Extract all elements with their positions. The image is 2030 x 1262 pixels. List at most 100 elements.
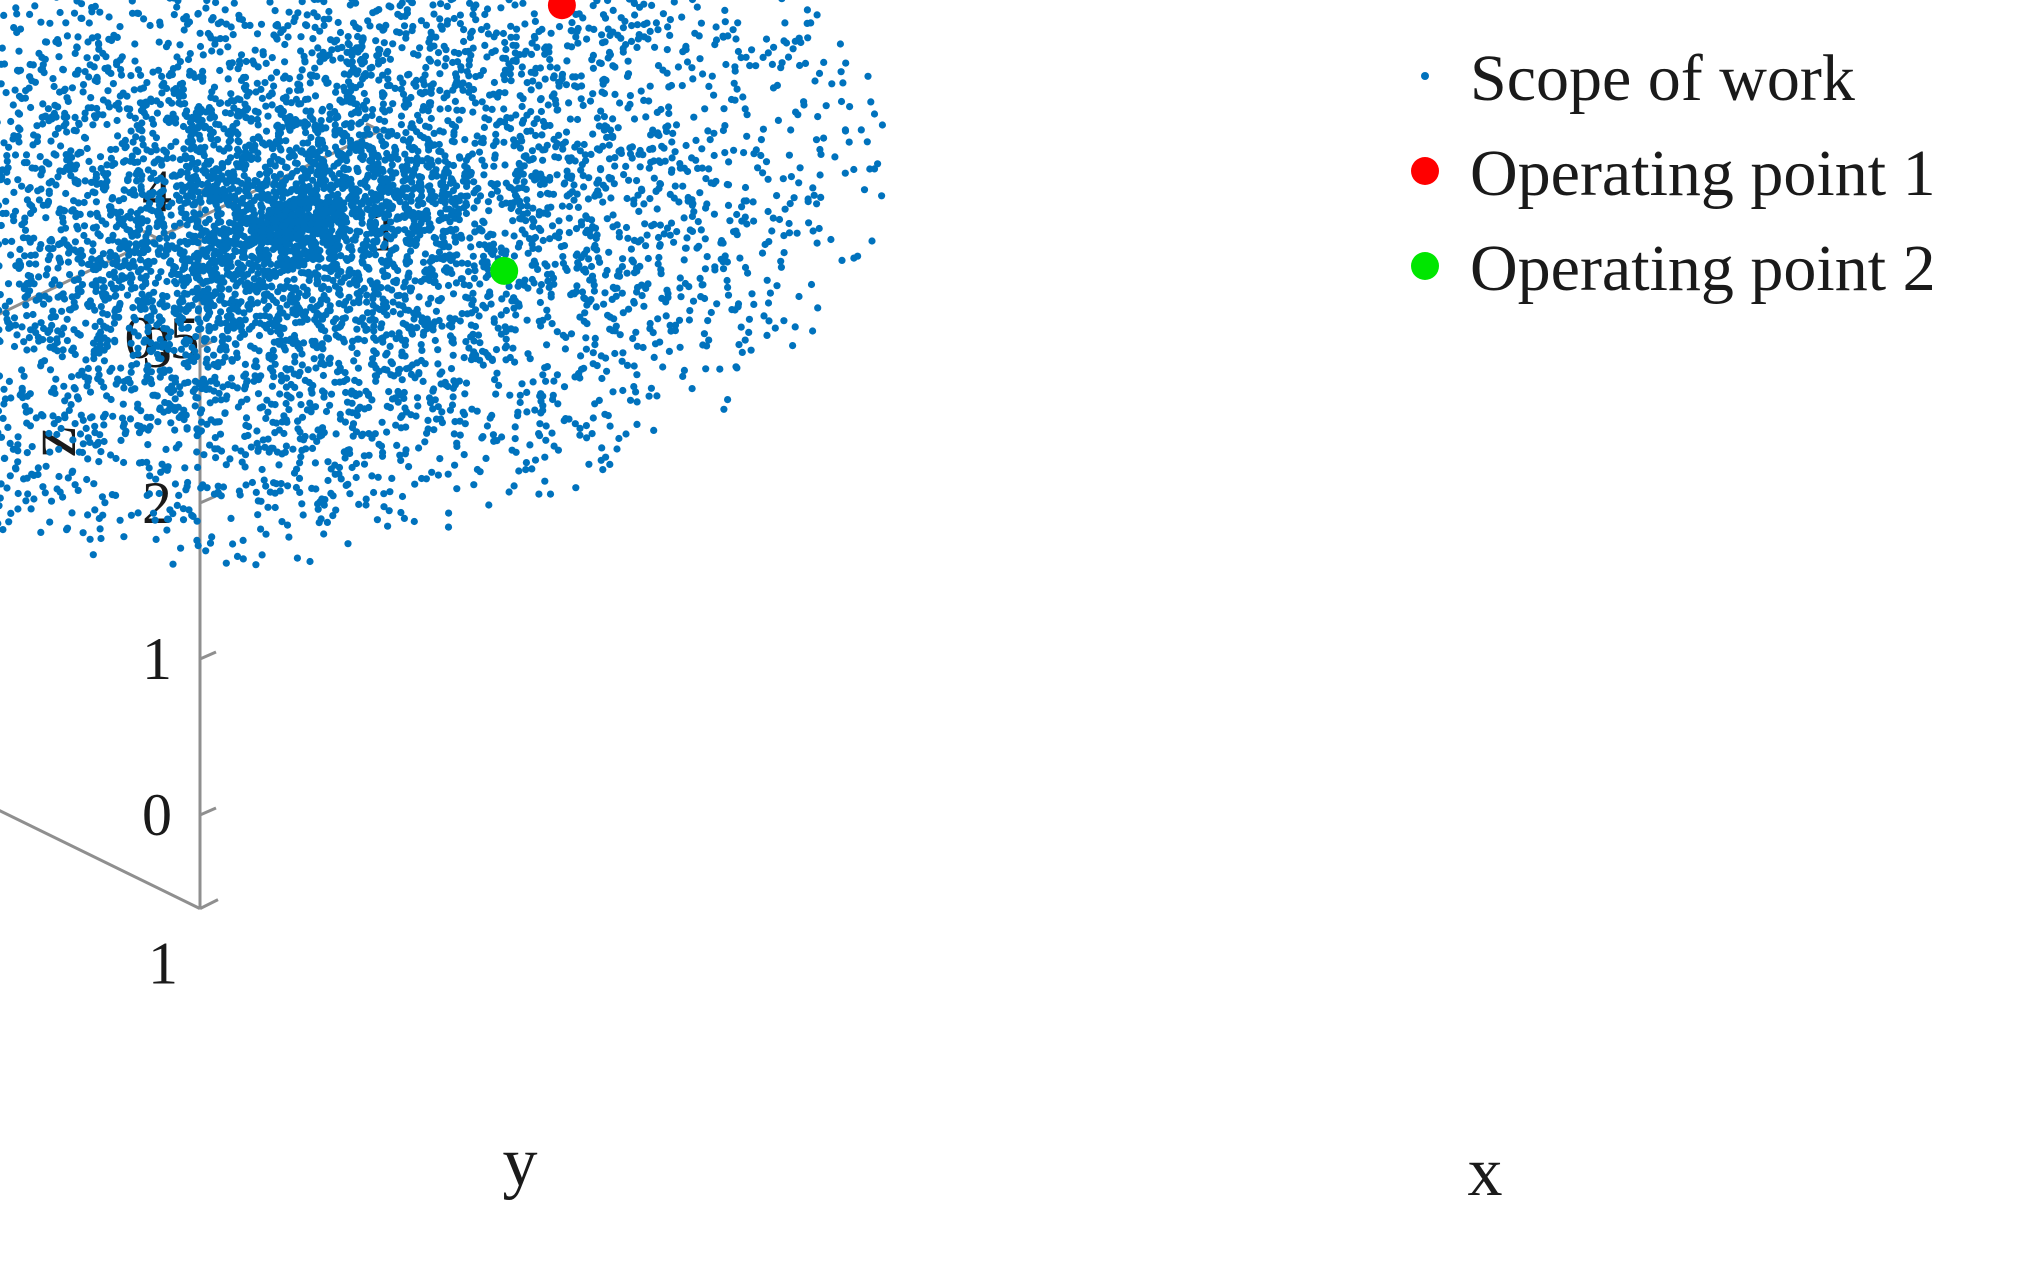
scatter-point [857,126,865,134]
scatter-point [764,299,773,307]
scatter-point [83,237,91,245]
scatter-point [583,434,591,442]
scatter-point [89,165,97,173]
scatter-point [80,222,89,230]
scatter-point [397,121,405,129]
scatter-point [35,273,43,281]
scatter-point [471,220,479,228]
scatter-point [129,138,137,146]
scatter-point [493,369,501,377]
scatter-point [421,250,429,258]
scatter-point [207,416,215,424]
scatter-point [62,19,70,27]
z-tick-label: 1 [142,626,172,692]
scatter-point [94,110,102,118]
scatter-point [191,402,199,410]
scatter-point [506,70,514,78]
scatter-point [654,233,663,242]
scatter-point [558,202,567,210]
scatter-point [208,88,216,96]
scatter-point [272,419,280,427]
scatter-point [451,461,459,469]
scatter-point [57,142,65,150]
scatter-point [415,293,423,301]
scatter-point [239,536,247,545]
scatter-point [580,364,588,372]
scatter-point [326,103,334,111]
scatter-point [838,256,846,264]
scatter-point [178,324,186,332]
scatter-point [182,13,190,21]
scatter-point [337,54,345,62]
scatter-point [365,250,373,259]
scatter-point [470,481,478,489]
scatter-point [542,422,550,430]
scatter-point [138,135,146,143]
scatter-point [163,526,171,534]
scatter-point [580,266,588,274]
scatter-point [149,509,158,517]
scatter-point [701,105,709,113]
scatter-point [163,277,171,286]
scatter-point [695,32,703,40]
scatter-point [0,11,8,19]
scatter-point [626,92,635,100]
scatter-point [71,113,79,121]
scatter-point [227,90,235,98]
scatter-point [0,480,5,488]
scatter-point [91,429,99,437]
scatter-point [597,166,605,174]
scatter-point [277,371,285,380]
scatter-point [151,158,159,166]
scatter-point [194,315,202,323]
scatter-point [679,372,687,380]
scatter-point [461,136,469,144]
scatter-point [401,150,409,158]
scatter-point [706,136,714,144]
scatter-point [479,301,487,309]
scatter-point [134,344,142,352]
scatter-point [488,105,496,113]
scatter-point [222,20,230,28]
scatter-point [2,89,10,97]
scatter-point [39,120,47,128]
z-tick-label: 0 [142,782,172,848]
scatter-point [115,105,123,113]
scatter-point [686,226,694,234]
scatter-point [618,357,626,365]
scatter-point [218,285,226,293]
scatter-point [768,60,777,68]
scatter-point [199,73,207,81]
scatter-point [827,235,835,244]
scatter-point [194,463,202,471]
scatter-point [707,179,715,187]
scatter-point [483,5,492,13]
scatter-point [633,398,641,406]
scatter-point [532,131,540,140]
scatter-point [512,56,520,64]
scatter-point [267,74,275,82]
scatter-point [759,169,767,177]
scatter-point [133,360,141,368]
scatter-point [710,210,719,218]
scatter-point [574,259,582,267]
scatter-point [650,157,658,165]
scatter-point [388,330,396,338]
scatter-point [90,63,98,71]
scatter-point [510,252,518,260]
scatter-point [497,311,505,319]
x-axis-title: x [1468,1134,1503,1211]
y-axis-title: y [503,1124,538,1201]
scatter-point [193,517,201,525]
scatter-point [761,240,769,249]
scatter-point [638,187,646,195]
scatter-point [702,365,710,373]
scatter-point [233,112,241,120]
scatter-point [326,401,334,409]
scatter-point [547,290,555,298]
scatter-point [541,146,549,154]
scatter-point [704,127,712,135]
scatter-point [258,465,266,474]
scatter-point [92,198,100,206]
scatter-point [380,503,388,511]
